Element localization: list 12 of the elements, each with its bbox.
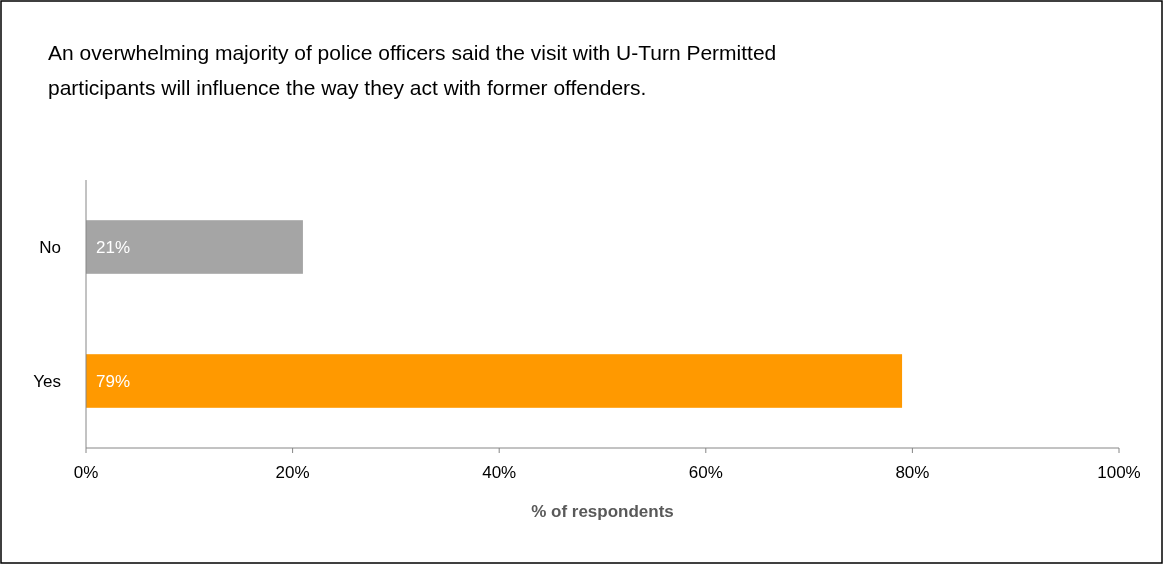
chart-title: An overwhelming majority of police officers said the visit with U-Turn Permitted participants will influence the way they act with former offenders. <box>48 41 777 99</box>
data-label: 79% <box>96 371 131 391</box>
x-tick-label: 0% <box>73 463 99 482</box>
y-tick-label: No <box>39 237 61 257</box>
x-axis-title: % of respondents <box>531 502 674 521</box>
x-tick-label: 100% <box>1097 463 1141 482</box>
x-tick-label: 20% <box>275 463 310 482</box>
data-label: 21% <box>96 237 131 257</box>
x-tick-label: 40% <box>482 463 517 482</box>
x-tick-label: 80% <box>895 463 930 482</box>
x-tick-label: 60% <box>688 463 723 482</box>
y-tick-label: Yes <box>33 371 61 391</box>
